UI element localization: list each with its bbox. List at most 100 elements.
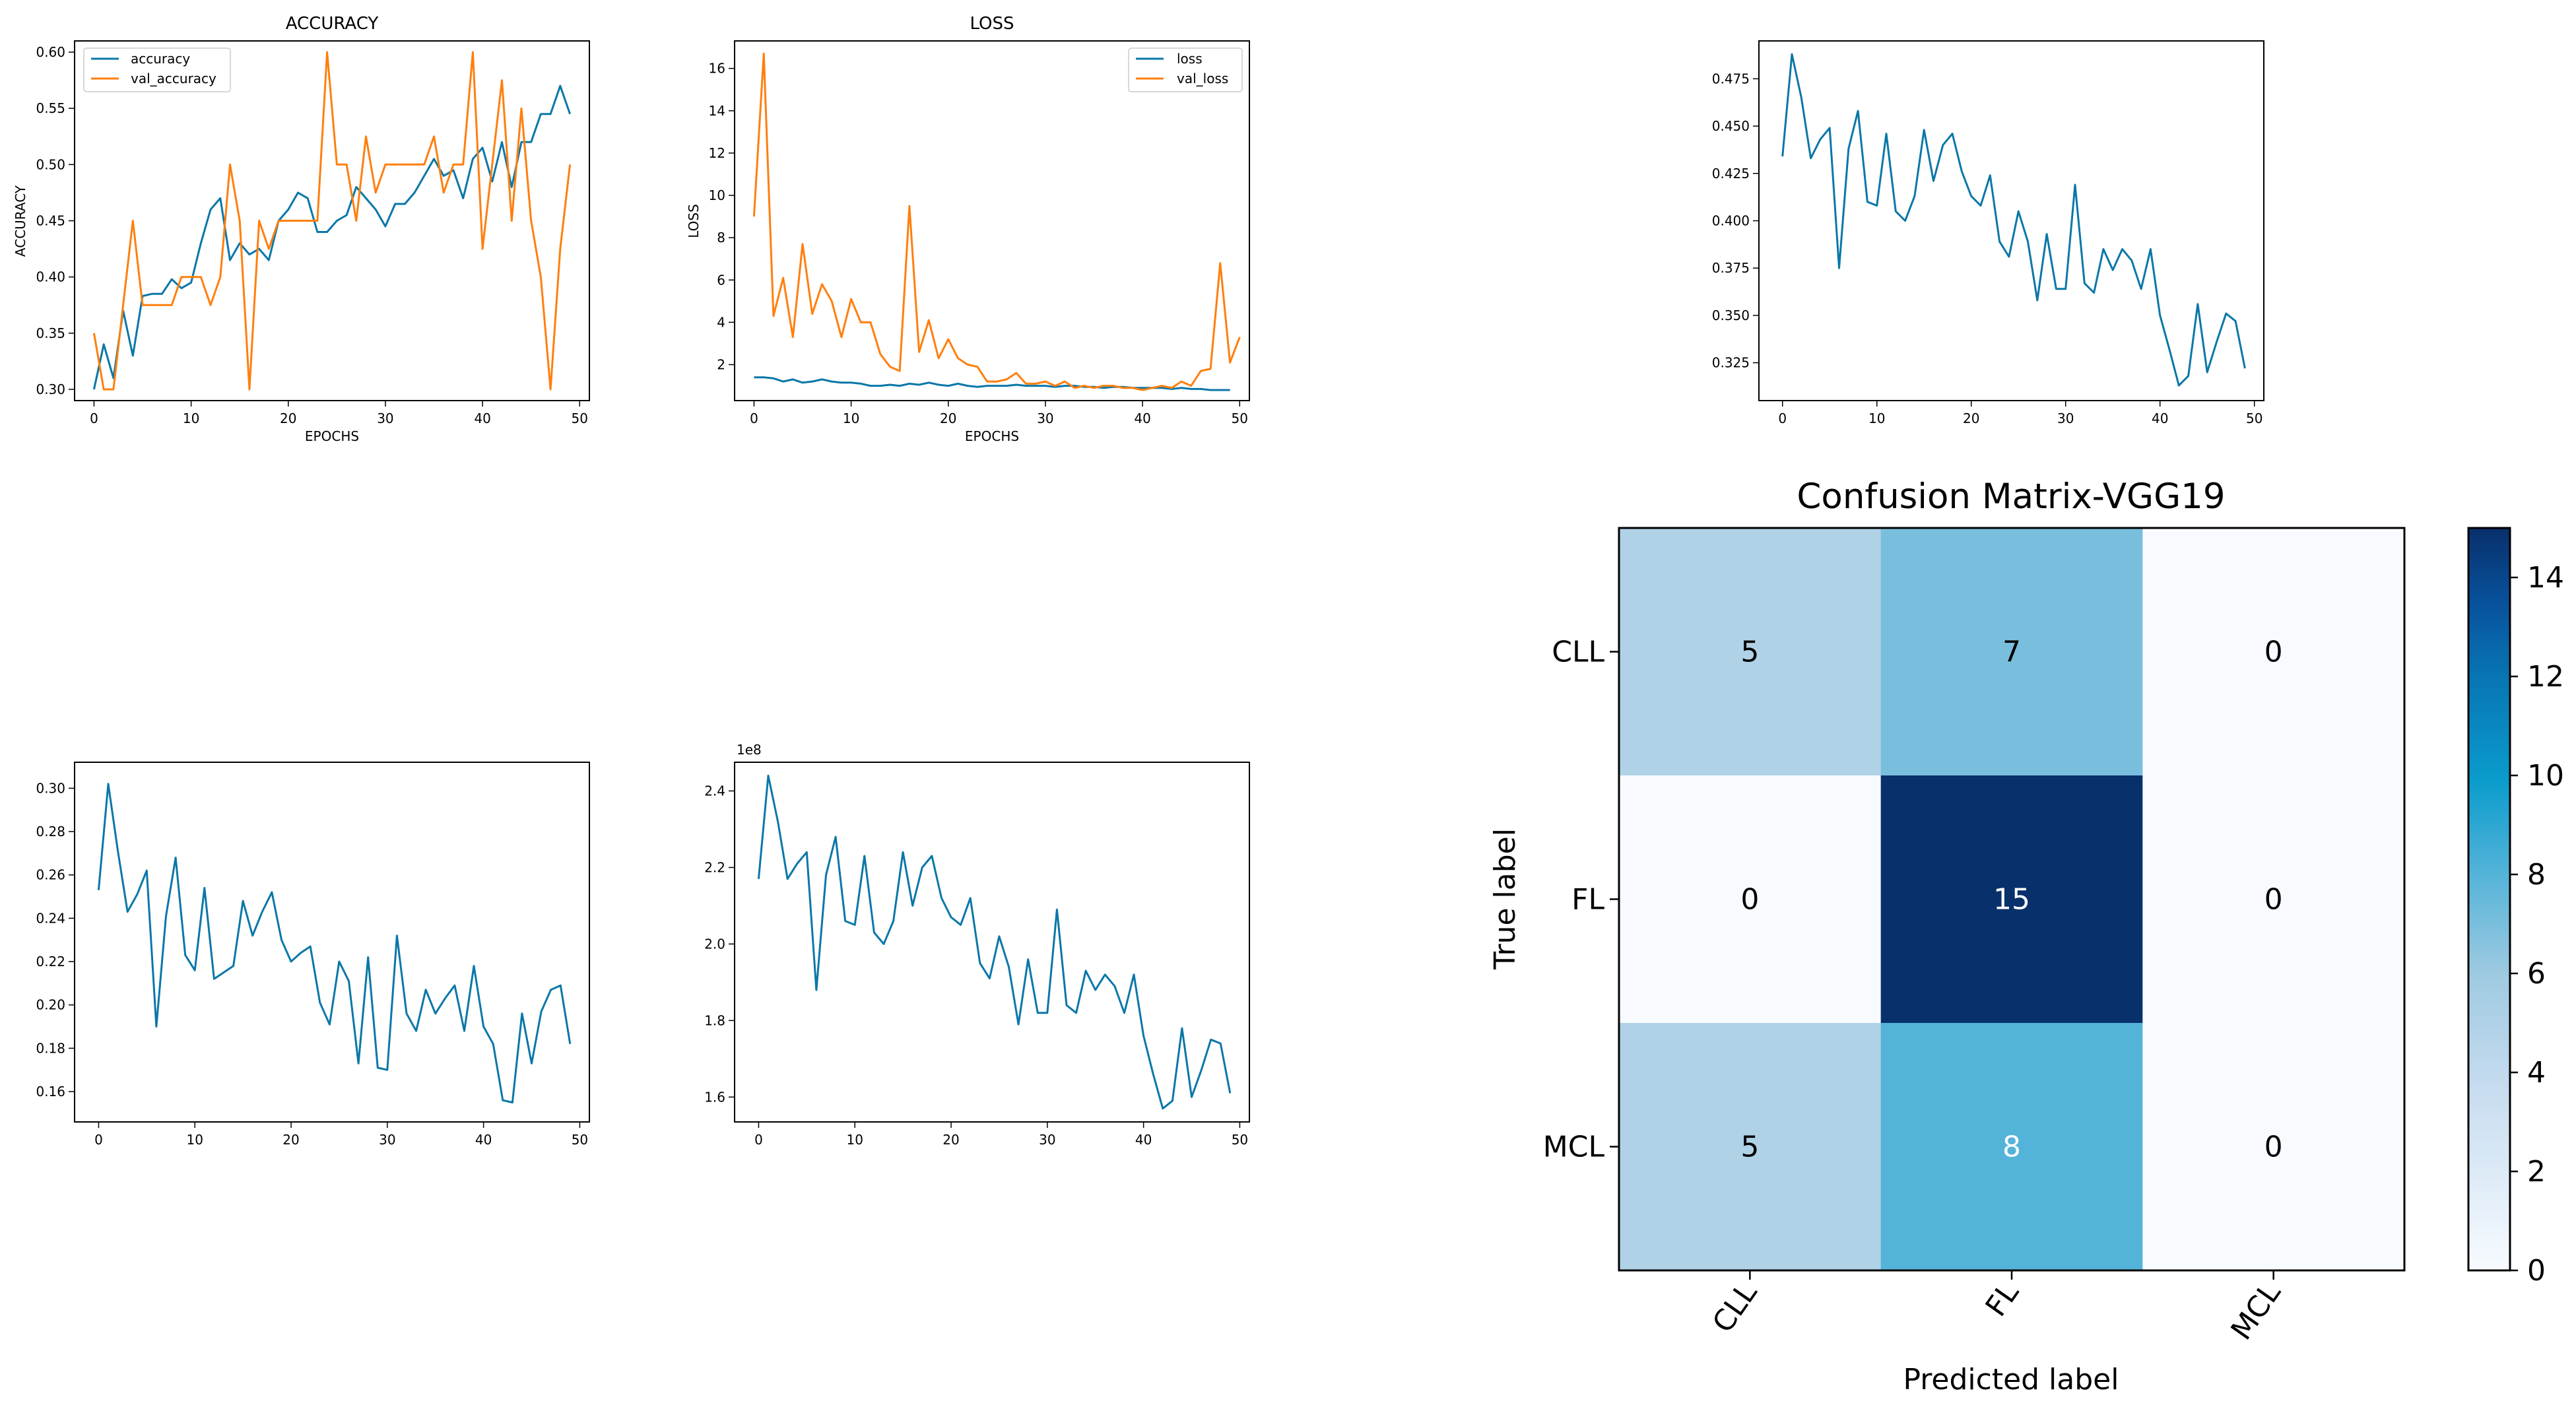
loss-legend: loss val_loss bbox=[1128, 48, 1243, 92]
loss-chart: LOSS 0 10 20 30 40 50 2 4 6 8 10 12 14 16 EPOCHS LOSS… bbox=[686, 14, 1250, 444]
cm-cell-value: 0 bbox=[2264, 1130, 2283, 1164]
metric3-chart: 0 10 20 30 40 50 0.325 0.350 0.375 0.400 0.425 0.45… bbox=[1712, 40, 2264, 426]
metric4-y-tick-label: 0.16 bbox=[36, 1084, 65, 1099]
cm-cell bbox=[1619, 775, 1882, 1024]
colorbar-tick-label: 6 bbox=[2527, 957, 2546, 991]
loss-legend-label-val-loss: val_loss bbox=[1177, 71, 1228, 86]
cm-cell bbox=[1619, 528, 1882, 776]
metric3-x-tick-label: 10 bbox=[1868, 410, 1885, 426]
metric5-y-tick-label: 1.8 bbox=[704, 1012, 725, 1028]
confusion-matrix-y-axis-label: True label bbox=[1488, 828, 1522, 970]
cm-col-label: CLL bbox=[1706, 1276, 1764, 1339]
metric5-y-tick-label: 2.0 bbox=[704, 936, 725, 952]
loss-x-tick-label: 30 bbox=[1037, 410, 1053, 426]
metric5-x-tick-label: 50 bbox=[1232, 1132, 1248, 1148]
cm-cell bbox=[1880, 1023, 2143, 1271]
accuracy-plot-frame bbox=[74, 40, 590, 401]
metric5-offset-label: 1e8 bbox=[737, 742, 762, 758]
loss-series-val_loss bbox=[752, 52, 1241, 391]
accuracy-legend-label-val-accuracy: val_accuracy bbox=[131, 71, 216, 86]
accuracy-x-tick-label: 20 bbox=[280, 410, 296, 426]
loss-chart-title: LOSS bbox=[970, 14, 1014, 34]
loss-y-tick-label: 10 bbox=[709, 187, 725, 203]
metric4-series-line-0 bbox=[97, 783, 572, 1103]
accuracy-y-tick-label: 0.40 bbox=[36, 269, 65, 285]
loss-y-tick-label: 8 bbox=[717, 230, 725, 246]
metric3-y-tick-label: 0.450 bbox=[1712, 118, 1750, 134]
loss-y-tick-label: 4 bbox=[717, 314, 725, 330]
metric3-series-line-0 bbox=[1781, 53, 2246, 387]
colorbar-tick-label: 8 bbox=[2527, 858, 2546, 892]
accuracy-x-tick-label: 50 bbox=[572, 410, 588, 426]
colorbar-tick-label: 10 bbox=[2527, 759, 2564, 793]
metric5-y-tick-label: 2.4 bbox=[704, 783, 725, 799]
metric4-x-tick-label: 30 bbox=[379, 1132, 395, 1148]
cm-cell-value: 15 bbox=[1993, 883, 2030, 917]
colorbar-frame bbox=[2467, 527, 2511, 1272]
cm-cell-value: 7 bbox=[2002, 636, 2021, 669]
accuracy-y-axis-label: ACCURACY bbox=[13, 185, 28, 257]
metric4-x-tick-label: 50 bbox=[572, 1132, 588, 1148]
loss-x-tick-label: 50 bbox=[1232, 410, 1248, 426]
cm-row-label: MCL bbox=[1543, 1130, 1605, 1164]
loss-y-tick-label: 16 bbox=[709, 61, 725, 77]
confusion-matrix-x-axis-label: Predicted label bbox=[1903, 1363, 2119, 1396]
loss-x-tick-label: 10 bbox=[843, 410, 859, 426]
cm-cell-value: 0 bbox=[1740, 883, 1759, 917]
metric3-y-tick-label: 0.475 bbox=[1712, 71, 1750, 86]
accuracy-x-tick-label: 40 bbox=[474, 410, 490, 426]
metric4-y-tick-label: 0.30 bbox=[36, 780, 65, 796]
colorbar-fill bbox=[2468, 528, 2510, 1270]
accuracy-y-tick-label: 0.60 bbox=[36, 44, 65, 60]
metric4-x-tick-label: 40 bbox=[475, 1132, 492, 1148]
metric5-x-tick-label: 30 bbox=[1039, 1132, 1055, 1148]
loss-y-tick-label: 6 bbox=[717, 272, 725, 288]
cm-cell bbox=[1619, 1023, 1882, 1271]
cm-col-label: MCL bbox=[2224, 1276, 2288, 1346]
metric4-y-tick-label: 0.24 bbox=[36, 910, 65, 926]
cm-col-label: FL bbox=[1979, 1276, 2026, 1323]
colorbar-tick-label: 12 bbox=[2527, 660, 2564, 694]
metric5-x-tick-label: 10 bbox=[847, 1132, 863, 1148]
metric3-plot-frame bbox=[1758, 40, 2264, 401]
colorbar-tick-label: 4 bbox=[2527, 1056, 2546, 1090]
cm-cell bbox=[2142, 775, 2405, 1024]
metric4-x-tick-label: 20 bbox=[282, 1132, 299, 1148]
cm-cell bbox=[2142, 528, 2405, 776]
accuracy-chart-title: ACCURACY bbox=[286, 14, 379, 34]
accuracy-legend: accuracy val_accuracy bbox=[83, 48, 231, 92]
confusion-matrix-title: Confusion Matrix-VGG19 bbox=[1797, 476, 2225, 517]
loss-legend-label-loss: loss bbox=[1177, 51, 1203, 67]
colorbar-tick-label: 14 bbox=[2527, 561, 2564, 595]
metric5-x-tick-label: 20 bbox=[942, 1132, 959, 1148]
metric5-series-line-0 bbox=[757, 774, 1232, 1110]
cm-cell bbox=[1880, 528, 2143, 776]
metric4-y-tick-label: 0.18 bbox=[36, 1040, 65, 1056]
loss-x-axis-label: EPOCHS bbox=[965, 428, 1019, 444]
accuracy-legend-box bbox=[83, 48, 231, 92]
loss-x-tick-label: 40 bbox=[1134, 410, 1150, 426]
confusion-matrix: Confusion Matrix-VGG19 5 7 0 0 15 0 5 8 0 CLL FL MC… bbox=[1488, 476, 2564, 1396]
metric3-x-tick-label: 50 bbox=[2246, 410, 2262, 426]
cm-row-label: CLL bbox=[1552, 636, 1604, 669]
cm-cell-value: 5 bbox=[1740, 1130, 1759, 1164]
metric5-y-tick-label: 2.2 bbox=[704, 859, 725, 875]
metric3-y-tick-label: 0.350 bbox=[1712, 308, 1750, 323]
metric4-x-tick-label: 10 bbox=[187, 1132, 203, 1148]
loss-y-tick-label: 12 bbox=[709, 145, 725, 161]
accuracy-y-tick-label: 0.55 bbox=[36, 100, 65, 116]
cm-cell bbox=[1880, 775, 2143, 1024]
metric5-x-tick-label: 0 bbox=[754, 1132, 763, 1148]
metric3-y-tick-label: 0.375 bbox=[1712, 260, 1750, 276]
accuracy-chart: ACCURACY 0 10 20 30 40 50 0.30 0.35 0.40 0.45 0.50… bbox=[13, 14, 590, 444]
cm-cell-value: 5 bbox=[1740, 636, 1759, 669]
loss-series-loss bbox=[754, 376, 1230, 391]
accuracy-x-axis-label: EPOCHS bbox=[305, 428, 359, 444]
colorbar-tick-label: 0 bbox=[2527, 1254, 2546, 1288]
cm-cell-value: 0 bbox=[2264, 636, 2283, 669]
accuracy-x-tick-label: 0 bbox=[90, 410, 98, 426]
metric4-plot-frame bbox=[74, 762, 590, 1123]
metric4-y-tick-label: 0.20 bbox=[36, 997, 65, 1013]
accuracy-y-tick-label: 0.50 bbox=[36, 156, 65, 172]
colorbar-tick-label: 2 bbox=[2527, 1155, 2546, 1189]
